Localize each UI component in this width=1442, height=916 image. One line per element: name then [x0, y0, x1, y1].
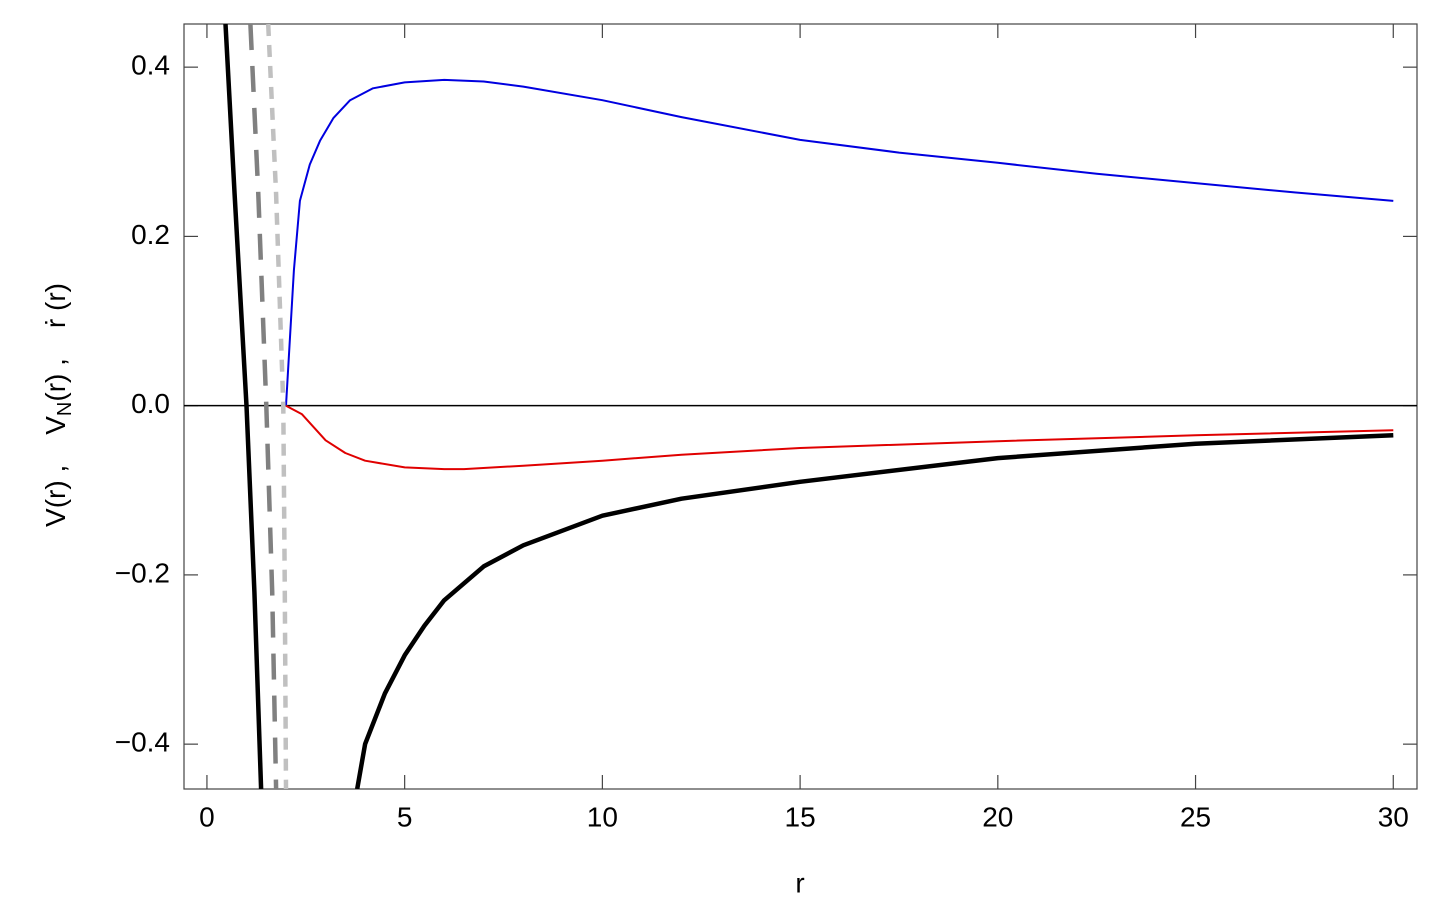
y-label-part: N [54, 402, 76, 416]
y-label-part: ṙ (r) [40, 283, 71, 328]
data-line [223, 24, 264, 789]
y-tick-label: 0.2 [131, 219, 170, 250]
x-tick-label: 5 [397, 801, 413, 832]
plot-frame [183, 23, 1418, 790]
x-tick-label: 30 [1378, 801, 1409, 832]
y-axis-label: V(r) , VN(r) , ṙ (r) [40, 283, 76, 527]
y-tick-label: 0.4 [131, 50, 170, 81]
data-line [285, 78, 1394, 406]
data-line [285, 404, 1394, 471]
x-tick-label: 10 [587, 801, 618, 832]
y-tick-label: −0.4 [115, 727, 170, 758]
data-line [248, 24, 279, 789]
x-tick-label: 0 [199, 801, 215, 832]
y-tick-label: −0.2 [115, 557, 170, 588]
y-label-part: V(r) , [40, 465, 71, 527]
x-tick-label: 15 [785, 801, 816, 832]
data-line [354, 433, 1394, 789]
y-label-part: V [40, 416, 71, 435]
y-tick-label: 0.0 [131, 388, 170, 419]
series-group [223, 24, 1394, 789]
x-tick-label: 20 [982, 801, 1013, 832]
data-line [265, 24, 289, 789]
x-tick-label: 25 [1180, 801, 1211, 832]
x-axis-label: r [795, 867, 804, 898]
y-label-part: (r) , [40, 358, 71, 402]
